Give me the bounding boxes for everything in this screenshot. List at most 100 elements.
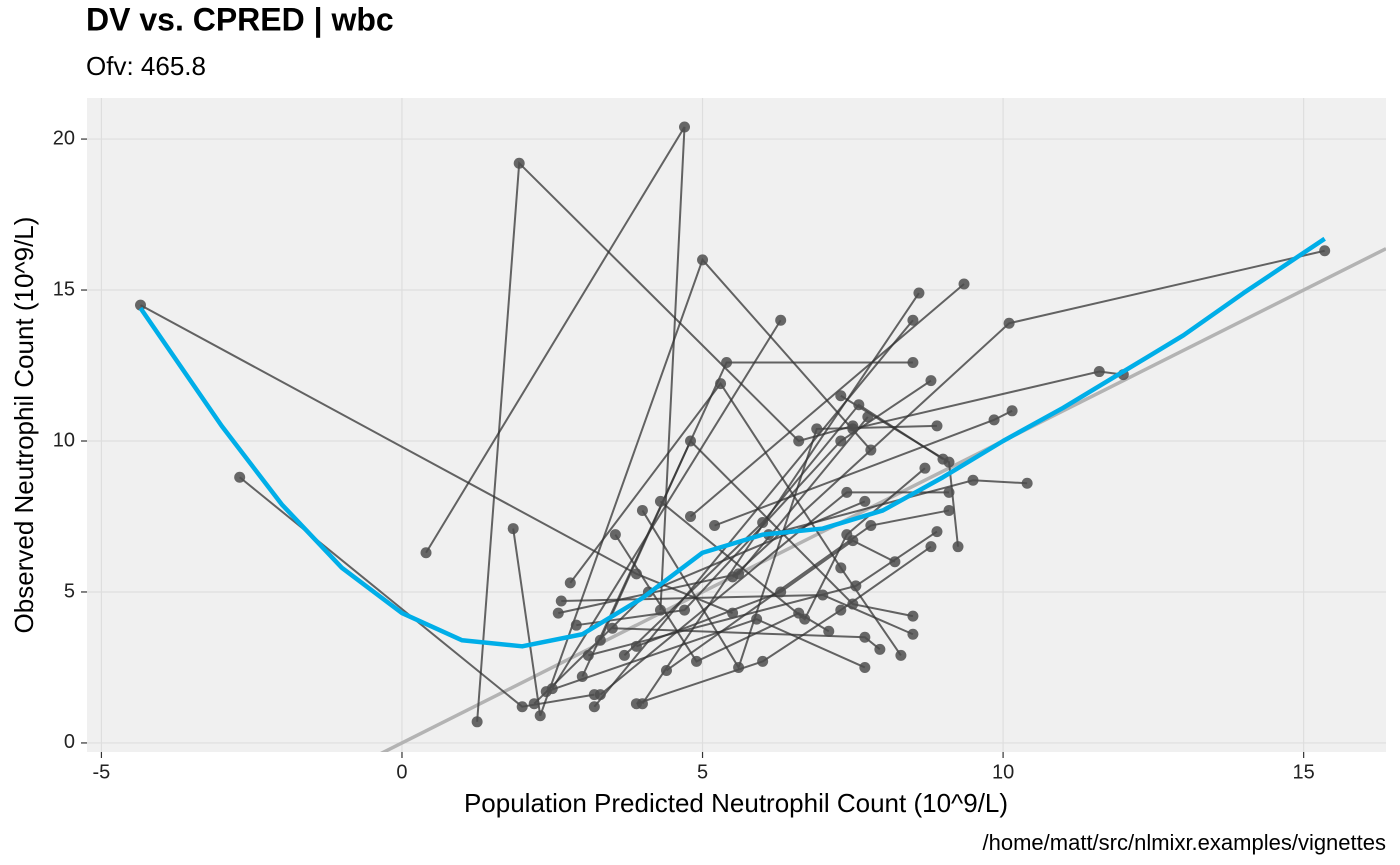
point xyxy=(576,671,588,683)
point xyxy=(799,613,811,625)
point xyxy=(793,435,805,447)
point xyxy=(757,655,769,667)
chart-title: DV vs. CPRED | wbc xyxy=(86,1,394,37)
point xyxy=(636,504,648,516)
x-tick-label: 0 xyxy=(396,761,407,783)
plot-area xyxy=(134,121,1386,752)
point xyxy=(907,610,919,622)
point xyxy=(862,411,874,423)
point xyxy=(835,435,847,447)
point xyxy=(630,568,642,580)
point xyxy=(660,664,672,676)
point xyxy=(234,471,246,483)
point xyxy=(1093,366,1105,378)
point xyxy=(751,613,763,625)
point xyxy=(943,486,955,498)
point xyxy=(835,390,847,402)
point xyxy=(685,435,697,447)
point xyxy=(859,631,871,643)
point xyxy=(907,314,919,326)
caption: /home/matt/src/nlmixr.examples/vignettes xyxy=(983,830,1386,855)
y-tick-label: 15 xyxy=(53,278,75,300)
point xyxy=(958,278,970,290)
x-tick-label: 10 xyxy=(992,761,1014,783)
point xyxy=(679,121,691,133)
point xyxy=(967,474,979,486)
point xyxy=(516,701,528,713)
point xyxy=(907,356,919,368)
point xyxy=(952,541,964,553)
x-tick-label: -5 xyxy=(93,761,111,783)
subject-line xyxy=(636,539,896,648)
point xyxy=(654,604,666,616)
point xyxy=(847,598,859,610)
point xyxy=(850,580,862,592)
point xyxy=(606,622,618,634)
y-axis-label: Observed Neutrophil Count (10^9/L) xyxy=(9,217,39,634)
grid xyxy=(87,98,1386,752)
point xyxy=(588,701,600,713)
point xyxy=(1006,405,1018,417)
point xyxy=(841,486,853,498)
axes: -5 0 5 10 15 0 5 10 15 20 xyxy=(53,127,1315,783)
point xyxy=(727,607,739,619)
y-tick-label: 10 xyxy=(53,429,75,451)
point xyxy=(420,547,432,559)
point xyxy=(685,510,697,522)
point xyxy=(817,589,829,601)
point xyxy=(1021,477,1033,489)
point xyxy=(919,462,931,474)
subject-line xyxy=(659,467,926,621)
subject-line xyxy=(623,403,944,657)
point xyxy=(907,628,919,640)
point xyxy=(594,634,606,646)
point xyxy=(757,517,769,529)
point xyxy=(697,254,709,266)
point xyxy=(679,604,691,616)
subject-line xyxy=(476,160,854,722)
x-tick-label: 15 xyxy=(1293,761,1315,783)
point xyxy=(733,568,745,580)
point xyxy=(540,686,552,698)
point xyxy=(471,716,483,728)
point xyxy=(913,287,925,299)
point xyxy=(859,495,871,507)
point xyxy=(931,420,943,432)
x-axis-label: Population Predicted Neutrophil Count (1… xyxy=(464,788,1008,818)
point xyxy=(564,577,576,589)
point xyxy=(513,157,525,169)
point xyxy=(835,604,847,616)
point xyxy=(570,619,582,631)
point xyxy=(847,423,859,435)
smooth-line xyxy=(138,236,1326,649)
point xyxy=(865,444,877,456)
point xyxy=(823,625,835,637)
point xyxy=(715,378,727,390)
point xyxy=(874,643,886,655)
point xyxy=(534,710,546,722)
subject-line xyxy=(512,257,872,717)
y-tick-label: 5 xyxy=(64,580,75,602)
point xyxy=(775,586,787,598)
point xyxy=(709,520,721,532)
y-tick-label: 0 xyxy=(64,731,75,753)
point xyxy=(847,535,859,547)
chart-subtitle: Ofv: 465.8 xyxy=(86,51,206,81)
point xyxy=(865,520,877,532)
point xyxy=(618,649,630,661)
point xyxy=(528,698,540,710)
point xyxy=(895,649,907,661)
y-tick-label: 20 xyxy=(53,127,75,149)
point xyxy=(1319,245,1331,257)
subject-line xyxy=(689,283,965,518)
point xyxy=(988,414,1000,426)
point xyxy=(555,595,567,607)
point xyxy=(582,649,594,661)
subject-line xyxy=(569,381,902,656)
point xyxy=(943,504,955,516)
point xyxy=(721,356,733,368)
x-tick-label: 5 xyxy=(697,761,708,783)
point xyxy=(925,375,937,387)
point xyxy=(937,453,949,465)
